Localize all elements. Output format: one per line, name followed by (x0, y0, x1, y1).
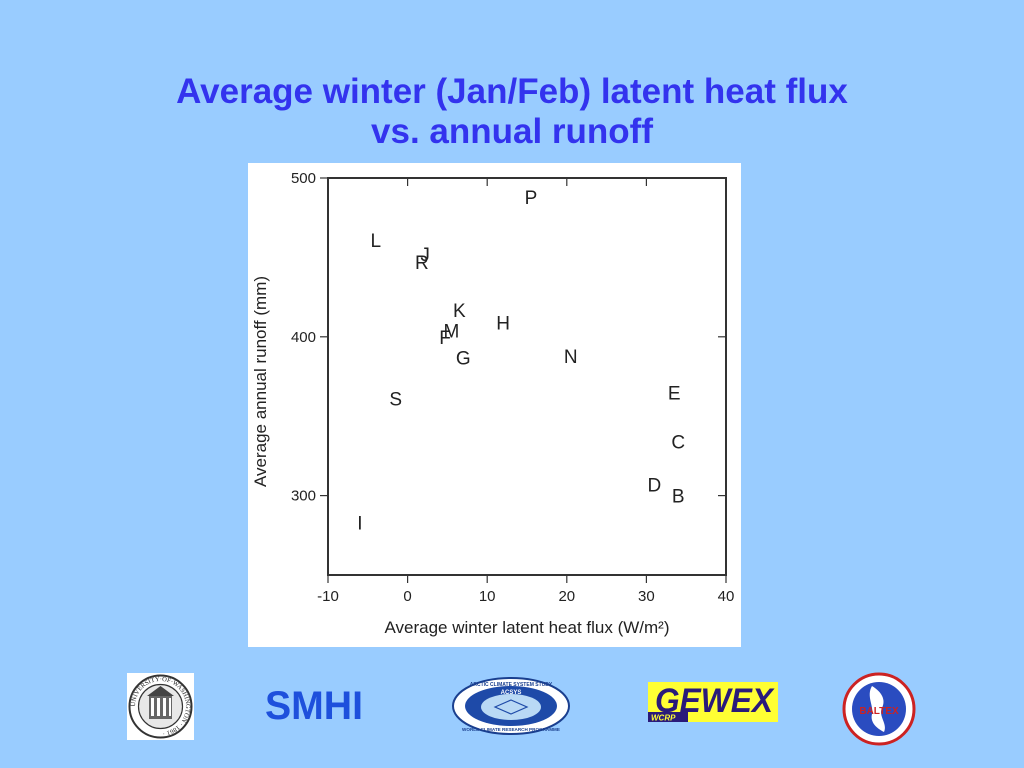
scatter-chart-panel: -10 0 10 20 30 40 300 400 500 Average winter late… (248, 163, 741, 647)
scatter-chart: -10 0 10 20 30 40 300 400 500 Average winter late… (251, 170, 735, 637)
data-point-l: L (370, 231, 381, 252)
x-axis-label: Average winter latent heat flux (W/m²) (384, 618, 669, 637)
data-point-j: J (420, 245, 430, 266)
data-point-g: G (456, 348, 471, 369)
x-tick-label: 40 (718, 588, 735, 605)
data-point-h: H (496, 314, 510, 335)
data-point-k: K (453, 301, 466, 322)
y-tick-label: 400 (291, 329, 316, 346)
y-tick-label: 500 (291, 170, 316, 187)
university-of-washington-seal-logo: UNIVERSITY·OF·WASHINGTON · 1861 · (127, 673, 194, 740)
smhi-logo: SMHI (262, 683, 366, 728)
data-point-e: E (668, 383, 681, 404)
baltex-logo: BALTEX (842, 672, 916, 746)
data-point-d: D (647, 475, 661, 496)
slide-title: Average winter (Jan/Feb) latent heat flu… (0, 72, 1024, 152)
data-point-c: C (671, 433, 685, 454)
y-tick-label: 300 (291, 488, 316, 505)
title-line-1: Average winter (Jan/Feb) latent heat flu… (176, 72, 848, 111)
plot-frame (327, 177, 727, 576)
x-tick-label: 0 (403, 588, 411, 605)
data-point-m: M (443, 321, 459, 342)
data-point-n: N (564, 347, 578, 368)
acsys-top-text: ARCTIC CLIMATE SYSTEM STUDY (470, 682, 553, 688)
data-point-r: R (415, 253, 429, 274)
title-line-2: vs. annual runoff (371, 112, 653, 151)
gewex-logo: GEWEX WCRP (648, 682, 778, 723)
y-axis-label: Average annual runoff (mm) (251, 276, 270, 487)
data-point-p: P (525, 188, 538, 209)
x-tick-label: 20 (558, 588, 575, 605)
smhi-logo-text: SMHI (265, 684, 363, 727)
acsys-logo: ARCTIC CLIMATE SYSTEM STUDY ACSYS WORLD … (451, 676, 571, 736)
x-tick-label: -10 (317, 588, 339, 605)
data-point-b: B (672, 487, 685, 508)
x-tick-label: 10 (479, 588, 496, 605)
acsys-bottom-text: WORLD CLIMATE RESEARCH PROGRAMME (462, 727, 560, 732)
data-point-s: S (389, 390, 402, 411)
data-point-i: I (357, 514, 362, 535)
gewex-wcrp-text: WCRP (651, 714, 676, 723)
acsys-center-text: ACSYS (501, 690, 522, 696)
data-point-f: F (439, 328, 451, 349)
baltex-logo-text: BALTEX (859, 706, 899, 717)
x-tick-label: 30 (638, 588, 655, 605)
